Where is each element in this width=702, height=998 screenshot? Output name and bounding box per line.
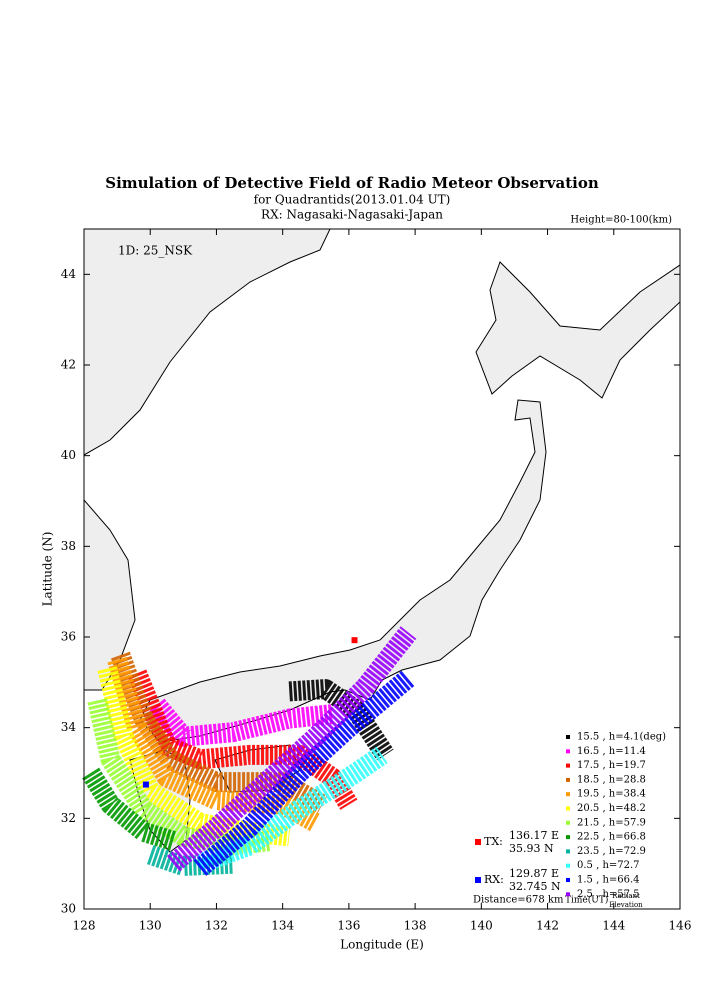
band bbox=[82, 767, 177, 851]
x-tick-label: 140 bbox=[470, 919, 493, 933]
station-id: 1D: 25_NSK bbox=[118, 244, 193, 258]
x-tick-label: 138 bbox=[404, 919, 427, 933]
x-axis-label: Longitude (E) bbox=[340, 938, 424, 952]
legend-swatch bbox=[566, 892, 570, 897]
y-tick-label: 44 bbox=[61, 267, 77, 281]
band bbox=[166, 626, 417, 872]
legend-label: 1.5 , h=66.4 bbox=[577, 875, 640, 886]
y-axis-label: Latitude (N) bbox=[41, 532, 55, 607]
legend-swatch bbox=[475, 839, 481, 845]
receiver: RX: Nagasaki-Nagasaki-Japan bbox=[261, 208, 443, 222]
band bbox=[97, 666, 291, 847]
legend-swatch bbox=[475, 877, 481, 883]
station-marker bbox=[351, 637, 358, 644]
y-tick-label: 42 bbox=[61, 358, 76, 372]
land bbox=[84, 499, 136, 691]
legend-label: 22.5 , h=66.8 bbox=[577, 832, 646, 843]
x-tick-label: 142 bbox=[536, 919, 559, 933]
legend-swatch bbox=[566, 735, 570, 739]
legend-label: 19.5 , h=38.4 bbox=[577, 789, 646, 800]
x-tick-label: 130 bbox=[139, 919, 162, 933]
legend-swatch bbox=[566, 863, 570, 868]
legend-swatch bbox=[566, 749, 570, 754]
legend-elev-label: Elevation bbox=[609, 901, 643, 909]
legend-swatch bbox=[566, 792, 570, 797]
x-tick-label: 134 bbox=[271, 919, 294, 933]
legend-time-label: Time(UT) bbox=[565, 895, 608, 906]
land bbox=[475, 261, 680, 399]
y-tick-label: 34 bbox=[61, 720, 77, 734]
y-tick-label: 32 bbox=[61, 811, 76, 825]
legend-label: 23.5 , h=72.9 bbox=[577, 846, 646, 857]
x-tick-label: 146 bbox=[669, 919, 692, 933]
station-lon: 129.87 E bbox=[509, 867, 559, 880]
band bbox=[149, 698, 334, 747]
legend-label: 20.5 , h=48.2 bbox=[577, 803, 646, 814]
subtitle: for Quadrantids(2013.01.04 UT) bbox=[254, 193, 451, 207]
legend-label: 16.5 , h=11.4 bbox=[577, 746, 646, 757]
station-label: RX: bbox=[484, 873, 504, 886]
height-note: Height=80-100(km) bbox=[570, 215, 672, 226]
station-label: TX: bbox=[484, 835, 503, 848]
legend-swatch bbox=[566, 806, 570, 811]
plot-frame bbox=[83, 228, 681, 910]
legend-swatch bbox=[566, 763, 570, 768]
legend-label: 2.5 , h=57.5 bbox=[577, 889, 640, 900]
band bbox=[111, 651, 328, 814]
legend-label: 17.5 , h=19.7 bbox=[577, 760, 646, 771]
legend-swatch bbox=[566, 835, 570, 840]
station-marker bbox=[142, 781, 149, 788]
legend-swatch bbox=[566, 849, 570, 854]
x-tick-label: 128 bbox=[73, 919, 96, 933]
y-tick-label: 36 bbox=[61, 630, 76, 644]
chart-title: Simulation of Detective Field of Radio M… bbox=[105, 174, 599, 192]
legend-elev-label: Radiant bbox=[612, 892, 640, 900]
legend-swatch bbox=[566, 878, 570, 882]
y-tick-label: 40 bbox=[61, 448, 76, 462]
station-lat: 32.745 N bbox=[509, 880, 561, 893]
band bbox=[196, 746, 388, 874]
station-lon: 136.17 E bbox=[509, 829, 559, 842]
legend-label: 15.5 , h=4.1(deg) bbox=[577, 732, 666, 743]
y-tick-label: 38 bbox=[61, 539, 76, 553]
legend-swatch bbox=[566, 777, 570, 782]
legend-label: 0.5 , h=72.7 bbox=[577, 860, 640, 871]
band bbox=[193, 670, 415, 876]
legend-label: 18.5 , h=28.8 bbox=[577, 774, 646, 785]
x-tick-label: 136 bbox=[337, 919, 360, 933]
land bbox=[84, 229, 331, 456]
distance: Distance=678 km bbox=[473, 895, 564, 906]
station-lat: 35.93 N bbox=[509, 842, 554, 855]
x-tick-label: 132 bbox=[205, 919, 228, 933]
legend-swatch bbox=[566, 820, 570, 825]
legend-label: 21.5 , h=57.9 bbox=[577, 817, 646, 828]
x-tick-label: 144 bbox=[602, 919, 625, 933]
band bbox=[107, 656, 321, 832]
y-tick-label: 30 bbox=[61, 902, 76, 916]
bands bbox=[82, 626, 417, 876]
